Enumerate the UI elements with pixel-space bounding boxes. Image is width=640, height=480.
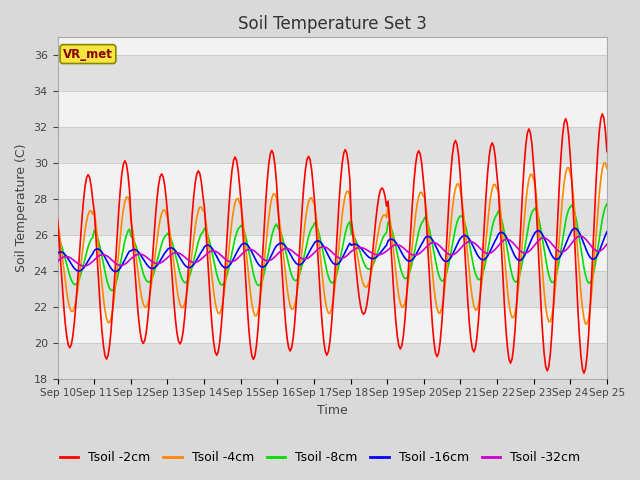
Bar bbox=[58, 55, 607, 91]
Bar bbox=[58, 235, 607, 271]
Y-axis label: Soil Temperature (C): Soil Temperature (C) bbox=[15, 144, 28, 272]
Bar bbox=[58, 163, 607, 199]
Bar bbox=[58, 307, 607, 343]
Bar bbox=[58, 199, 607, 235]
Bar bbox=[58, 343, 607, 379]
Bar bbox=[58, 271, 607, 307]
Legend: Tsoil -2cm, Tsoil -4cm, Tsoil -8cm, Tsoil -16cm, Tsoil -32cm: Tsoil -2cm, Tsoil -4cm, Tsoil -8cm, Tsoi… bbox=[54, 446, 586, 469]
Bar bbox=[58, 91, 607, 127]
Text: VR_met: VR_met bbox=[63, 48, 113, 60]
Bar bbox=[58, 127, 607, 163]
Title: Soil Temperature Set 3: Soil Temperature Set 3 bbox=[238, 15, 427, 33]
X-axis label: Time: Time bbox=[317, 404, 348, 417]
